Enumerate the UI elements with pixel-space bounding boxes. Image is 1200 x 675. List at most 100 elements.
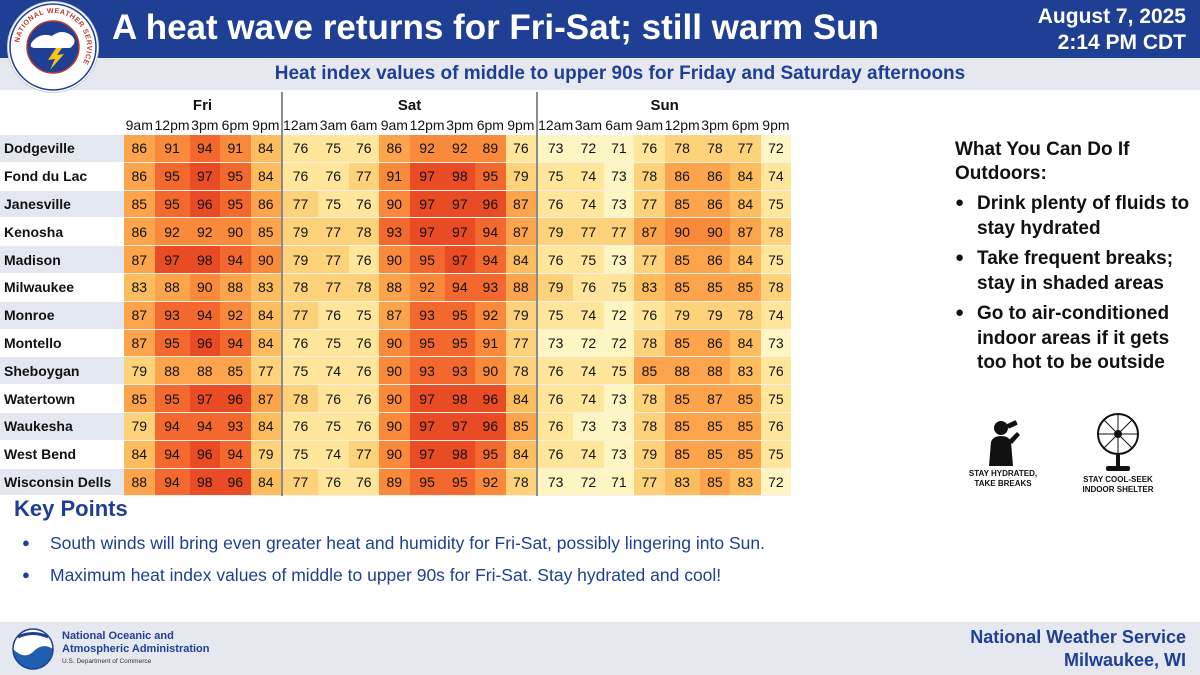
heat-index-cell: 75 <box>603 356 635 386</box>
bullet-icon: ● <box>22 535 30 550</box>
heat-index-cell: 90 <box>379 356 410 386</box>
heat-index-cell: 78 <box>664 135 700 163</box>
heat-index-cell: 96 <box>475 412 506 441</box>
table-row: West Bend 84 94 96 94 79 75 74 77 90 97 98 95 84 76 74 7… <box>0 440 792 469</box>
heat-index-cell: 86 <box>379 135 410 163</box>
heat-index-cell: 75 <box>536 162 574 191</box>
tip-text: Go to air-conditioned indoor areas if it… <box>977 303 1170 373</box>
heat-index-cell: 84 <box>250 162 283 191</box>
heat-index-cell: 94 <box>154 440 190 469</box>
icon-caption: STAY HYDRATED, <box>968 469 1038 478</box>
heat-index-cell: 96 <box>220 468 251 497</box>
heat-index-cell: 95 <box>444 468 476 497</box>
heat-index-cell: 93 <box>475 273 506 302</box>
heat-index-cell: 78 <box>634 329 665 358</box>
heat-index-cell: 88 <box>189 356 221 386</box>
nws-location: Milwaukee, WI <box>1063 650 1186 670</box>
heat-index-cell: 86 <box>124 217 155 247</box>
heat-index-cell: 90 <box>664 217 700 247</box>
heat-index-cell: 77 <box>281 468 319 497</box>
heat-index-cell: 76 <box>536 190 574 219</box>
city-name: Sheboygan <box>0 356 124 386</box>
heat-index-cell: 77 <box>730 135 761 163</box>
heat-index-cell: 90 <box>189 273 221 302</box>
tip-text: Drink plenty of fluids to stay hydrated <box>977 193 1190 239</box>
heat-index-cell: 93 <box>220 412 251 441</box>
heat-index-cell: 74 <box>573 190 604 219</box>
heat-index-cell: 73 <box>603 245 635 274</box>
table-row: Dodgeville 86 91 94 91 84 76 75 76 86 92 92 89 76 73 72… <box>0 135 792 163</box>
nws-logo-graphic: NATIONAL WEATHER SERVICE <box>9 3 97 91</box>
city-name: Wisconsin Dells <box>0 468 124 497</box>
heat-index-cell: 90 <box>699 217 731 247</box>
heat-index-cell: 79 <box>281 217 319 247</box>
heat-index-cell: 77 <box>318 273 349 302</box>
heat-index-cell: 75 <box>760 384 792 413</box>
heat-index-cell: 74 <box>760 162 792 191</box>
heat-index-cell: 79 <box>505 301 538 330</box>
heat-index-cell: 75 <box>318 135 349 163</box>
noaa-name: National Oceanic and Atmospheric Adminis… <box>62 630 210 656</box>
heat-index-cell: 74 <box>573 301 604 330</box>
city-name: Fond du Lac <box>0 162 124 191</box>
tip-item: ● Take frequent breaks; stay in shaded ar… <box>955 247 1195 296</box>
heat-index-cell: 77 <box>573 217 604 247</box>
city-name: Montello <box>0 329 124 358</box>
heat-index-cell: 77 <box>250 356 283 386</box>
heat-index-cell: 74 <box>573 384 604 413</box>
noaa-line2: Atmospheric Administration <box>62 643 210 655</box>
heat-index-cell: 87 <box>250 384 283 413</box>
heat-index-cell: 78 <box>760 217 792 247</box>
nws-logo: NATIONAL WEATHER SERVICE <box>8 2 98 92</box>
time-label: 12am <box>536 114 574 135</box>
heat-index-cell: 97 <box>409 162 445 191</box>
heat-index-cell: 75 <box>348 301 380 330</box>
day-header-row: Fri Sat Sun <box>0 92 792 114</box>
heat-index-cell: 90 <box>379 384 410 413</box>
heat-index-cell: 85 <box>699 273 731 302</box>
tips-list: ● Drink plenty of fluids to stay hydrated… <box>955 192 1195 376</box>
heat-index-cell: 76 <box>505 135 538 163</box>
page-title: A heat wave returns for Fri-Sat; still w… <box>112 8 879 47</box>
time-label: 3am <box>319 116 347 133</box>
heat-index-cell: 79 <box>634 440 665 469</box>
heat-index-cell: 76 <box>536 440 574 469</box>
heat-index-cell: 91 <box>379 162 410 191</box>
table-row: Sheboygan 79 88 88 85 77 75 74 76 90 93 93 90 78 76 74 7… <box>0 356 792 386</box>
heat-index-cell: 96 <box>189 440 221 469</box>
heat-index-cell: 76 <box>760 412 792 441</box>
heat-index-cell: 84 <box>730 190 761 219</box>
heat-index-cell: 84 <box>250 329 283 358</box>
header-bar: A heat wave returns for Fri-Sat; still w… <box>0 0 1200 58</box>
heat-index-cell: 72 <box>603 301 635 330</box>
heat-index-cell: 72 <box>760 135 792 163</box>
heat-index-cell: 84 <box>250 412 283 441</box>
heat-index-cell: 93 <box>444 356 476 386</box>
outdoor-tips-panel: What You Can Do If Outdoors: ● Drink plen… <box>955 138 1195 382</box>
subtitle-bar: Heat index values of middle to upper 90s… <box>0 58 1200 90</box>
heat-index-cell: 93 <box>409 356 445 386</box>
tip-text: Take frequent breaks; stay in shaded are… <box>977 248 1174 294</box>
heat-index-cell: 86 <box>699 245 731 274</box>
table-row: Janesville 85 95 96 95 86 77 75 76 90 97 97 96 87 76 74… <box>0 190 792 219</box>
table-row: Watertown 85 95 97 96 87 78 76 76 90 97 98 96 84 76 74 7… <box>0 384 792 413</box>
heat-index-cell: 73 <box>536 135 574 163</box>
heat-index-cell: 77 <box>634 468 665 497</box>
time-label: 3pm <box>701 116 729 133</box>
heat-index-cell: 94 <box>220 440 251 469</box>
footer-bar: National Oceanic and Atmospheric Adminis… <box>0 622 1200 675</box>
time-header-row: 9am 12pm 3pm 6pm 9pm 12am 3am 6am 9am 12pm 3pm 6pm 9… <box>0 114 791 135</box>
heat-index-cell: 77 <box>348 162 380 191</box>
time-label: 3pm <box>191 116 219 133</box>
time-label: 12pm <box>664 116 700 133</box>
heat-index-cell: 76 <box>536 245 574 274</box>
noaa-dept: U.S. Department of Commerce <box>62 658 152 665</box>
heat-index-cell: 79 <box>124 412 155 441</box>
heat-index-cell: 73 <box>603 162 635 191</box>
bullet-icon: ● <box>955 194 965 211</box>
heat-index-cell: 76 <box>536 412 574 441</box>
heat-index-cell: 98 <box>189 245 221 274</box>
heat-index-cell: 74 <box>318 356 349 386</box>
heat-index-cell: 76 <box>318 301 349 330</box>
heat-index-cell: 79 <box>699 301 731 330</box>
